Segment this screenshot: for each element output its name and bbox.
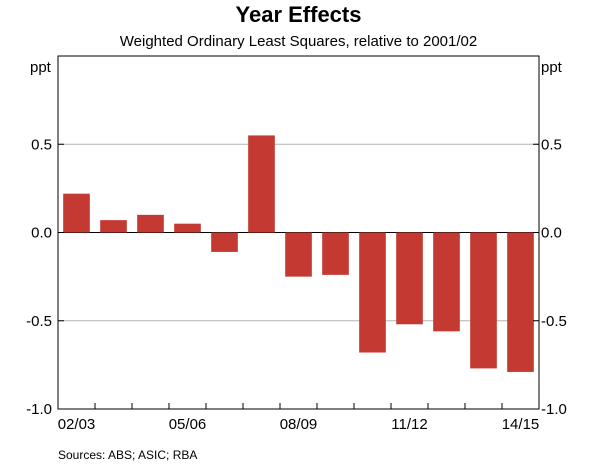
y-axis-unit-right: ppt xyxy=(541,59,563,76)
y-tick-label-right: -0.5 xyxy=(541,313,567,330)
x-tick-label: 05/06 xyxy=(169,416,207,433)
bar xyxy=(63,193,90,233)
bar xyxy=(470,232,497,369)
y-tick-label-left: -1.0 xyxy=(26,401,52,418)
x-tick-label: 14/15 xyxy=(502,416,540,433)
y-axis-unit-left: ppt xyxy=(30,59,52,76)
bar xyxy=(137,214,164,233)
bar xyxy=(507,232,534,372)
y-tick-label-left: 0.0 xyxy=(31,225,52,242)
bar xyxy=(396,232,423,325)
bar xyxy=(433,232,460,332)
y-tick-label-left: -0.5 xyxy=(26,313,52,330)
chart-subtitle: Weighted Ordinary Least Squares, relativ… xyxy=(119,33,478,50)
bar xyxy=(174,223,201,233)
bar xyxy=(285,232,312,277)
x-tick-label: 02/03 xyxy=(58,416,96,433)
y-tick-label-right: 0.0 xyxy=(541,225,562,242)
source-note: Sources: ABS; ASIC; RBA xyxy=(58,448,198,462)
bar xyxy=(248,135,275,233)
x-tick-label: 08/09 xyxy=(280,416,318,433)
bar xyxy=(100,220,127,233)
chart-title: Year Effects xyxy=(235,2,362,27)
bar xyxy=(322,232,349,275)
y-tick-label-right: 0.5 xyxy=(541,136,562,153)
bar xyxy=(211,232,238,252)
y-tick-label-right: -1.0 xyxy=(541,401,567,418)
x-tick-label: 11/12 xyxy=(391,416,427,433)
bar xyxy=(359,232,386,353)
y-tick-label-left: 0.5 xyxy=(31,136,52,153)
